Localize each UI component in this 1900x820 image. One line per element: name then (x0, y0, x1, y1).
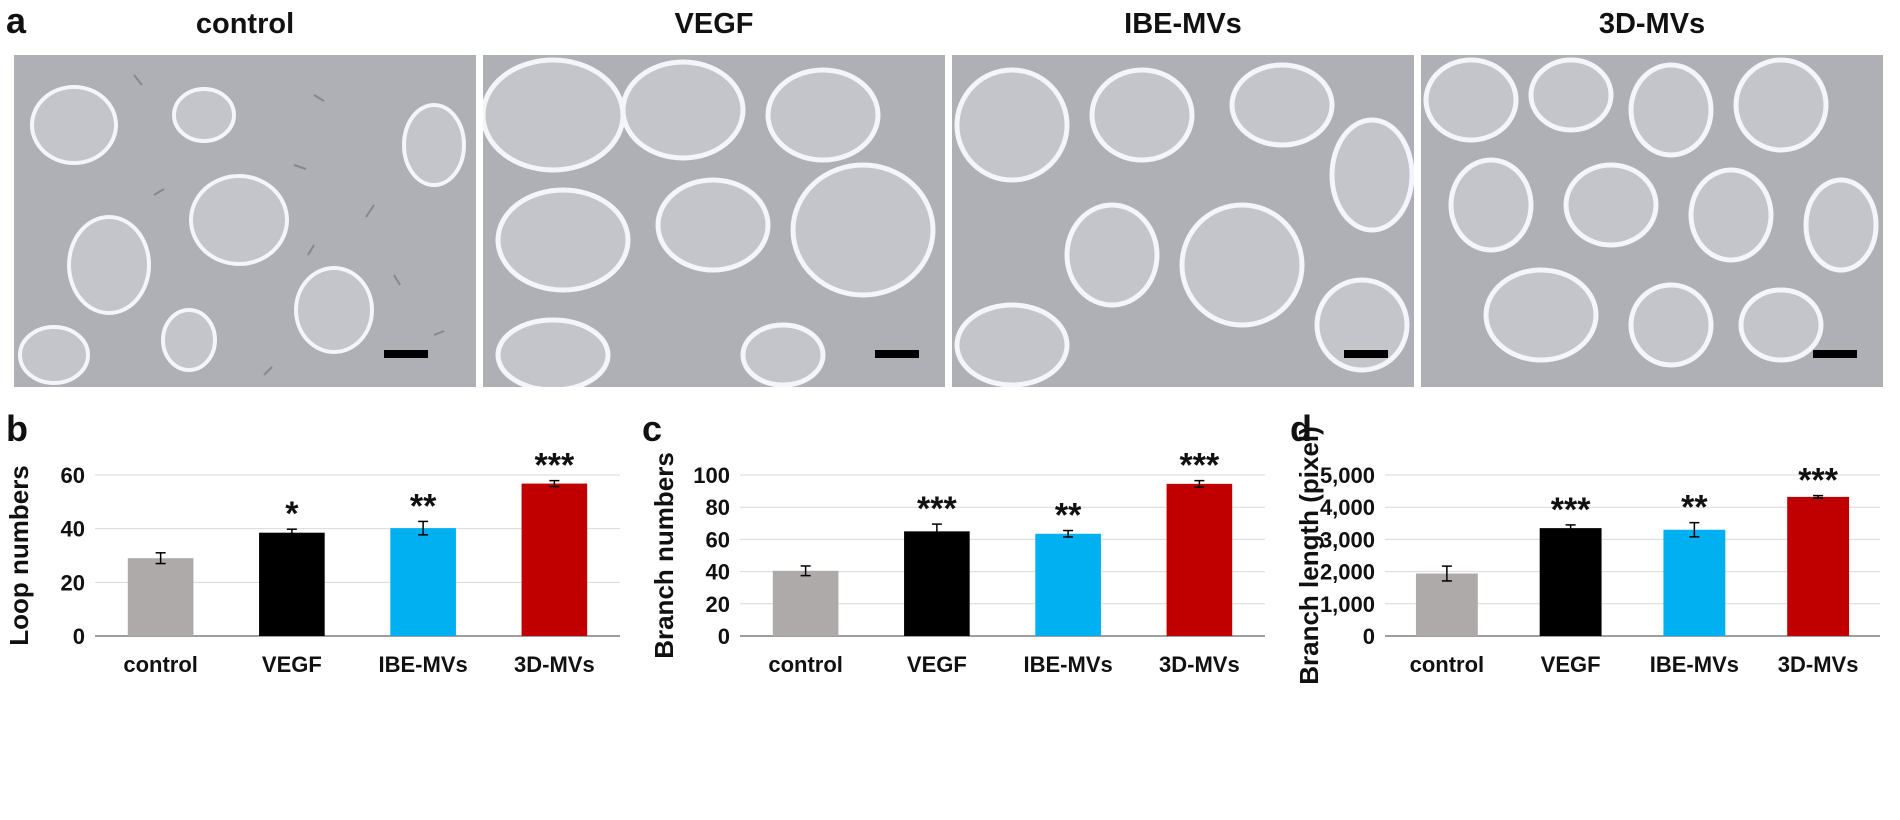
significance-marker: *** (1551, 491, 1591, 529)
x-tick-label: IBE-MVs (379, 652, 468, 677)
x-tick-label: 3D-MVs (1159, 652, 1240, 677)
x-tick-label: control (768, 652, 843, 677)
significance-marker: ** (1055, 497, 1082, 535)
error-bar (1063, 529, 1074, 538)
y-tick-label: 0 (1363, 624, 1375, 649)
error-bar (1194, 479, 1205, 488)
micrograph-title-vegf: VEGF (674, 8, 754, 40)
x-tick-label: VEGF (262, 652, 322, 677)
y-axis-title: Loop numbers (4, 465, 34, 646)
micrograph-title-ibe-mvs: IBE-MVs (1124, 8, 1242, 40)
bar-ibe-mvs (1035, 533, 1101, 636)
significance-marker: ** (410, 487, 437, 525)
x-tick-label: VEGF (1541, 652, 1601, 677)
micrograph-title-control: control (195, 8, 295, 40)
error-bar (155, 552, 166, 565)
y-axis-title: Branch length (pixel) (1294, 426, 1324, 685)
significance-marker: *** (535, 447, 575, 485)
micrograph-title-3d-mvs: 3D-MVs (1598, 8, 1706, 40)
chart-branch-length: Branch length (pixel) 0 1,000 2,000 3,000 4,0… (1290, 426, 1900, 820)
error-bar (1441, 565, 1452, 582)
x-tick-label: 3D-MVs (514, 652, 595, 677)
y-tick-label: 0 (73, 624, 85, 649)
bar-vegf (259, 532, 325, 636)
panel-label-d: d (1290, 408, 1312, 449)
panel-label-a: a (6, 0, 27, 41)
x-tick-label: control (123, 652, 198, 677)
bar-3d-mvs (1787, 496, 1850, 636)
micrograph-3d-mvs (1421, 55, 1883, 387)
significance-marker: * (285, 495, 299, 533)
y-tick-label: 0 (718, 624, 730, 649)
panel-label-b: b (6, 408, 28, 449)
bar-3d-mvs (521, 483, 588, 636)
x-tick-label: VEGF (907, 652, 967, 677)
error-bar (931, 523, 942, 540)
error-bar (1565, 524, 1576, 533)
y-tick-label: 80 (706, 495, 730, 520)
y-tick-label: 1,000 (1320, 592, 1375, 617)
y-tick-label: 20 (61, 570, 85, 595)
bar-ibe-mvs (390, 528, 456, 636)
error-bar (286, 528, 297, 537)
bar-control (1415, 573, 1478, 636)
micrograph-ibe-mvs (952, 55, 1414, 387)
chart-branch-numbers: Branch numbers 0 20 40 60 80 100 control *** VEGF… (645, 440, 1285, 820)
y-tick-label: 5,000 (1320, 463, 1375, 488)
bar-ibe-mvs (1663, 529, 1726, 636)
error-bar (800, 565, 811, 577)
error-bar (549, 479, 560, 488)
error-bar (1689, 521, 1700, 538)
y-tick-label: 100 (693, 463, 730, 488)
panel-label-c: c (642, 408, 663, 449)
y-tick-label: 40 (61, 517, 85, 542)
significance-marker: ** (1681, 489, 1708, 527)
bar-control (127, 558, 194, 636)
y-tick-label: 20 (706, 592, 730, 617)
y-tick-label: 4,000 (1320, 495, 1375, 520)
x-tick-label: IBE-MVs (1650, 652, 1739, 677)
y-tick-label: 2,000 (1320, 560, 1375, 585)
micrograph-control (14, 55, 476, 387)
significance-marker: *** (1798, 462, 1838, 500)
bar-vegf (904, 531, 970, 636)
x-tick-label: IBE-MVs (1024, 652, 1113, 677)
y-tick-label: 40 (706, 560, 730, 585)
bar-vegf (1539, 528, 1602, 636)
micrograph-vegf (483, 55, 945, 387)
error-bar (1813, 494, 1824, 499)
y-tick-label: 3,000 (1320, 527, 1375, 552)
bar-control (772, 570, 839, 636)
y-tick-label: 60 (706, 527, 730, 552)
y-tick-label: 60 (61, 463, 85, 488)
error-bar (418, 520, 429, 536)
y-axis-title: Branch numbers (649, 452, 679, 659)
x-tick-label: 3D-MVs (1778, 652, 1859, 677)
x-tick-label: control (1410, 652, 1485, 677)
bar-3d-mvs (1166, 483, 1233, 636)
significance-marker: *** (917, 490, 957, 528)
significance-marker: *** (1180, 447, 1220, 485)
chart-loop-numbers: Loop numbers 0 20 40 60 control * VEGF ** IBE-MVs… (0, 440, 640, 820)
